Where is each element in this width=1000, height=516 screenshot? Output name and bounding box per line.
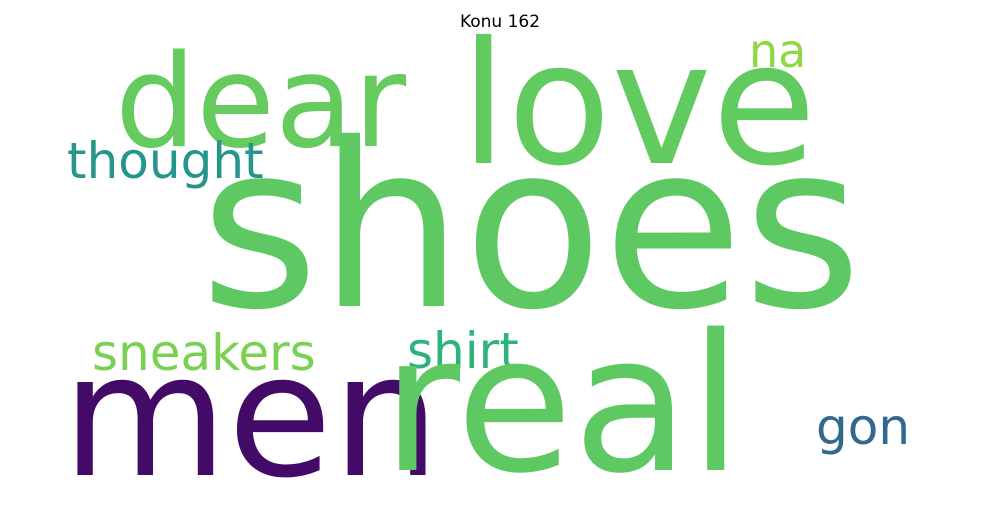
word-na: na bbox=[749, 24, 807, 78]
word-shoes: shoes bbox=[200, 94, 862, 360]
chart-title: Konu 162 bbox=[459, 12, 541, 32]
word-men: men bbox=[62, 318, 440, 516]
word-cloud: dear love na thought shoes sneakers shir… bbox=[62, 6, 911, 516]
word-thought: thought bbox=[67, 132, 264, 190]
word-real: real bbox=[382, 294, 743, 515]
word-sneakers: sneakers bbox=[92, 324, 316, 382]
word-dear: dear bbox=[115, 28, 407, 177]
word-gon: gon bbox=[816, 398, 911, 456]
word-shirt: shirt bbox=[407, 322, 519, 380]
word-love: love bbox=[460, 6, 817, 204]
